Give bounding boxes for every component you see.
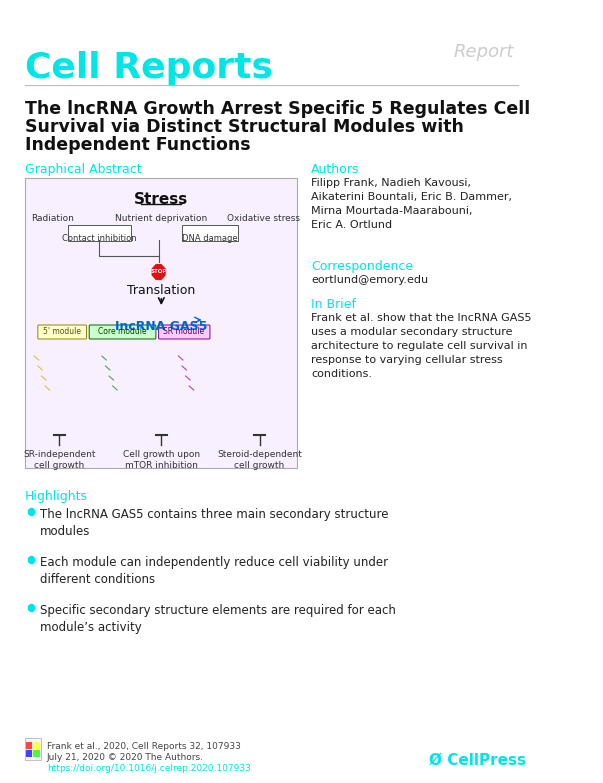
Text: In Brief: In Brief	[311, 298, 356, 311]
Text: Steroid-dependent
cell growth: Steroid-dependent cell growth	[217, 450, 302, 470]
Circle shape	[28, 508, 35, 515]
Polygon shape	[151, 264, 166, 280]
Text: Frank et al. show that the lncRNA GAS5
uses a modular secondary structure
archit: Frank et al. show that the lncRNA GAS5 u…	[311, 313, 531, 379]
FancyBboxPatch shape	[68, 225, 131, 241]
Text: Nutrient deprivation: Nutrient deprivation	[115, 214, 207, 223]
Text: Highlights: Highlights	[25, 490, 88, 503]
FancyBboxPatch shape	[25, 178, 297, 468]
Text: Filipp Frank, Nadieh Kavousi,
Aikaterini Bountali, Eric B. Dammer,
Mirna Mourtad: Filipp Frank, Nadieh Kavousi, Aikaterini…	[311, 178, 512, 230]
Text: Cell growth upon
mTOR inhibition: Cell growth upon mTOR inhibition	[123, 450, 200, 470]
Text: Radiation: Radiation	[31, 214, 74, 223]
FancyBboxPatch shape	[33, 750, 40, 757]
Text: Oxidative stress: Oxidative stress	[227, 214, 300, 223]
Text: Survival via Distinct Structural Modules with: Survival via Distinct Structural Modules…	[25, 118, 464, 136]
Text: Specific secondary structure elements are required for each
module’s activity: Specific secondary structure elements ar…	[40, 604, 396, 634]
FancyBboxPatch shape	[26, 750, 33, 757]
Circle shape	[28, 557, 35, 564]
Text: SR-independent
cell growth: SR-independent cell growth	[24, 450, 96, 470]
Text: The lncRNA GAS5 contains three main secondary structure
modules: The lncRNA GAS5 contains three main seco…	[40, 508, 388, 538]
Text: Each module can independently reduce cell viability under
different conditions: Each module can independently reduce cel…	[40, 556, 388, 586]
Text: SR module: SR module	[163, 327, 204, 337]
Text: 5' module: 5' module	[43, 327, 81, 337]
Text: Report: Report	[453, 43, 514, 61]
Text: July 21, 2020 © 2020 The Authors.: July 21, 2020 © 2020 The Authors.	[47, 753, 204, 762]
Text: DNA damage: DNA damage	[182, 234, 238, 243]
Text: Independent Functions: Independent Functions	[25, 136, 251, 154]
FancyBboxPatch shape	[182, 225, 238, 241]
Text: Ø CellPress: Ø CellPress	[429, 753, 526, 768]
Text: Correspondence: Correspondence	[311, 260, 413, 273]
Text: Frank et al., 2020, Cell Reports 32, 107933: Frank et al., 2020, Cell Reports 32, 107…	[47, 742, 241, 751]
FancyBboxPatch shape	[38, 325, 86, 339]
FancyBboxPatch shape	[26, 742, 33, 749]
FancyBboxPatch shape	[33, 742, 40, 749]
Circle shape	[28, 604, 35, 612]
Text: The lncRNA Growth Arrest Specific 5 Regulates Cell: The lncRNA Growth Arrest Specific 5 Regu…	[25, 100, 531, 118]
Text: Contact inhibition: Contact inhibition	[62, 234, 136, 243]
FancyBboxPatch shape	[159, 325, 210, 339]
Text: eortlund@emory.edu: eortlund@emory.edu	[311, 275, 428, 285]
FancyBboxPatch shape	[25, 738, 42, 760]
FancyBboxPatch shape	[89, 325, 156, 339]
Text: Graphical Abstract: Graphical Abstract	[25, 163, 142, 176]
Text: Stress: Stress	[134, 192, 188, 207]
Text: Authors: Authors	[311, 163, 359, 176]
Text: Translation: Translation	[127, 284, 195, 297]
Text: STOP: STOP	[150, 269, 167, 274]
Text: Core module: Core module	[98, 327, 147, 337]
Text: Cell Reports: Cell Reports	[25, 51, 273, 85]
Text: IncRNA GAS5: IncRNA GAS5	[115, 320, 207, 333]
Text: https://doi.org/10.1016/j.celrep.2020.107933: https://doi.org/10.1016/j.celrep.2020.10…	[47, 764, 251, 773]
